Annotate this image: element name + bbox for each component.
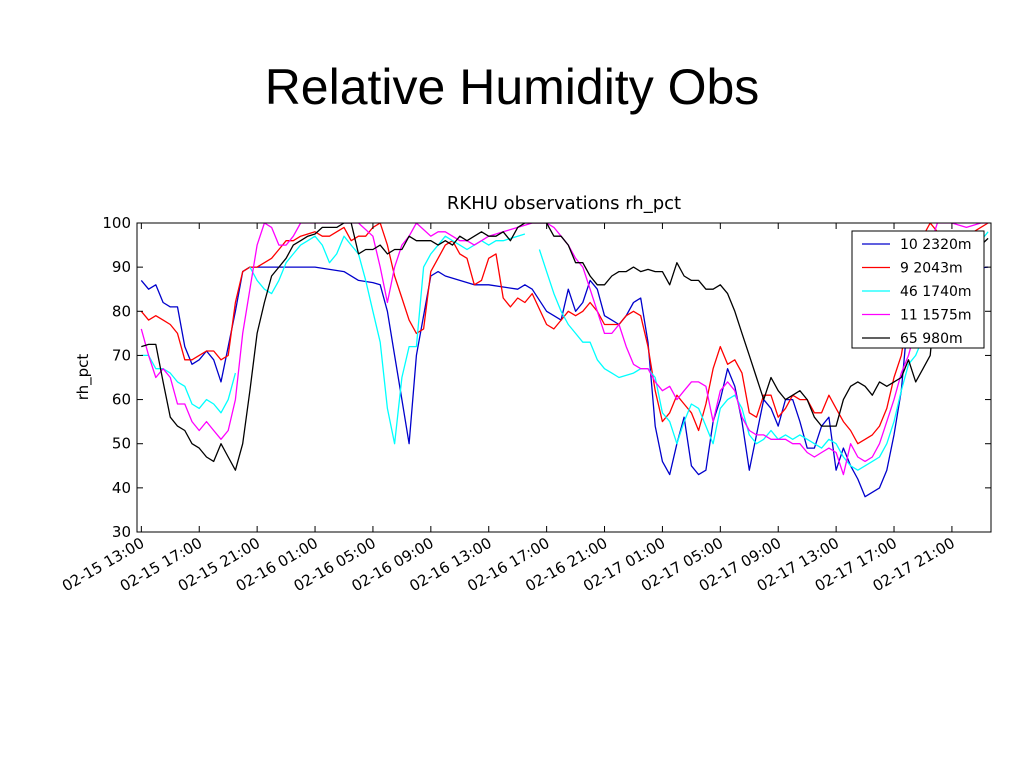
chart-title: RKHU observations rh_pct (447, 193, 681, 214)
y-tick-label: 40 (112, 479, 131, 497)
slide-title: Relative Humidity Obs (264, 59, 760, 115)
legend-label: 10 2320m (900, 237, 972, 253)
legend-label: 46 1740m (900, 284, 972, 300)
legend-label: 9 2043m (900, 261, 963, 277)
series-line-4 (141, 223, 989, 471)
y-tick-label: 100 (102, 214, 131, 232)
series-line-3 (140, 223, 989, 476)
legend-box (851, 230, 985, 349)
legend-label: 11 1575m (900, 308, 972, 324)
y-tick-label: 30 (112, 523, 131, 541)
y-tick-label: 60 (112, 391, 131, 409)
legend: 10 2320m 9 2043m 46 1740m 11 1575m 65 980m (851, 230, 985, 349)
plot-frame (136, 222, 992, 533)
y-axis-label: rh_pct (74, 354, 93, 401)
series-layer (140, 223, 989, 498)
y-tick-label: 90 (112, 258, 131, 276)
series-line-1 (140, 223, 989, 445)
y-tick-label: 70 (112, 346, 131, 364)
y-tick-label: 80 (112, 302, 131, 320)
y-tick-label: 50 (112, 435, 131, 453)
legend-label: 65 980m (900, 331, 963, 347)
series-line-2 (141, 231, 989, 471)
